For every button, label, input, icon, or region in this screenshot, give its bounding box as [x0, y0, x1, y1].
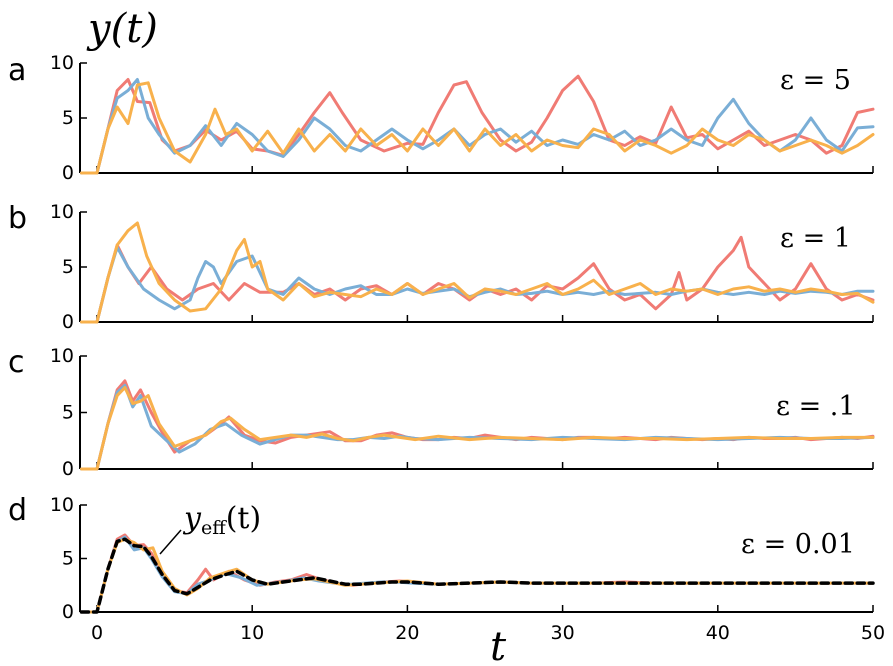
x-axis-title: t: [490, 624, 507, 666]
y-tick-label: 5: [62, 256, 74, 278]
epsilon-label: ε = .1: [776, 391, 856, 422]
series-black-line: [79, 537, 875, 614]
y-tick-label: 0: [62, 458, 74, 480]
y-tick-label: 5: [62, 402, 74, 424]
epsilon-label: ε = 1: [780, 223, 851, 254]
series-orange-line: [80, 81, 875, 175]
y-tick-label: 5: [62, 548, 74, 570]
series-orange-line: [80, 221, 875, 324]
panel-d: 0 5 10 0 10 20 30 40 50 d ε = 0.01: [8, 493, 885, 644]
y-axis-title: y(t): [86, 6, 158, 52]
panels-group: 0 5 10 a ε = 5 0 5 10 b ε = 1 0 5 10 c ε = .1 0 5 10 0 10 20…: [8, 52, 885, 644]
y-tick-label: 10: [50, 494, 74, 516]
panel-letter-a: a: [8, 53, 26, 88]
panel-letter-d: d: [8, 493, 27, 528]
y-tick-label: 0: [62, 601, 74, 623]
y-tick-label: 5: [62, 107, 74, 129]
y-tick-label: 10: [50, 345, 74, 367]
panel-c: 0 5 10 c ε = .1: [8, 345, 875, 480]
y-tick-label: 10: [50, 52, 74, 74]
epsilon-label: ε = 0.01: [741, 529, 855, 560]
series-blue-line: [80, 245, 875, 324]
x-tick-label: 50: [861, 622, 885, 644]
y-tick-label: 0: [62, 311, 74, 333]
x-tick-label: 0: [91, 622, 103, 644]
series-red-line: [80, 74, 875, 175]
x-tick-label: 40: [706, 622, 730, 644]
panel-b: 0 5 10 b ε = 1: [8, 201, 875, 333]
x-tick-label: 20: [395, 622, 419, 644]
effective-trajectory-label: yeff(t): [182, 501, 261, 539]
y-tick-label: 0: [62, 162, 74, 184]
x-tick-label: 30: [551, 622, 575, 644]
series-red-line: [80, 379, 875, 471]
x-tick-label: 10: [240, 622, 264, 644]
series-blue-line: [80, 78, 875, 175]
series-blue-line: [80, 383, 875, 471]
panel-letter-c: c: [8, 345, 25, 380]
panel-a: 0 5 10 a ε = 5: [8, 52, 875, 184]
epsilon-label: ε = 5: [780, 65, 851, 96]
y-tick-label: 10: [50, 201, 74, 223]
annotation-pointer: [159, 529, 182, 555]
series-orange-line: [80, 386, 875, 471]
panel-letter-b: b: [8, 201, 27, 236]
